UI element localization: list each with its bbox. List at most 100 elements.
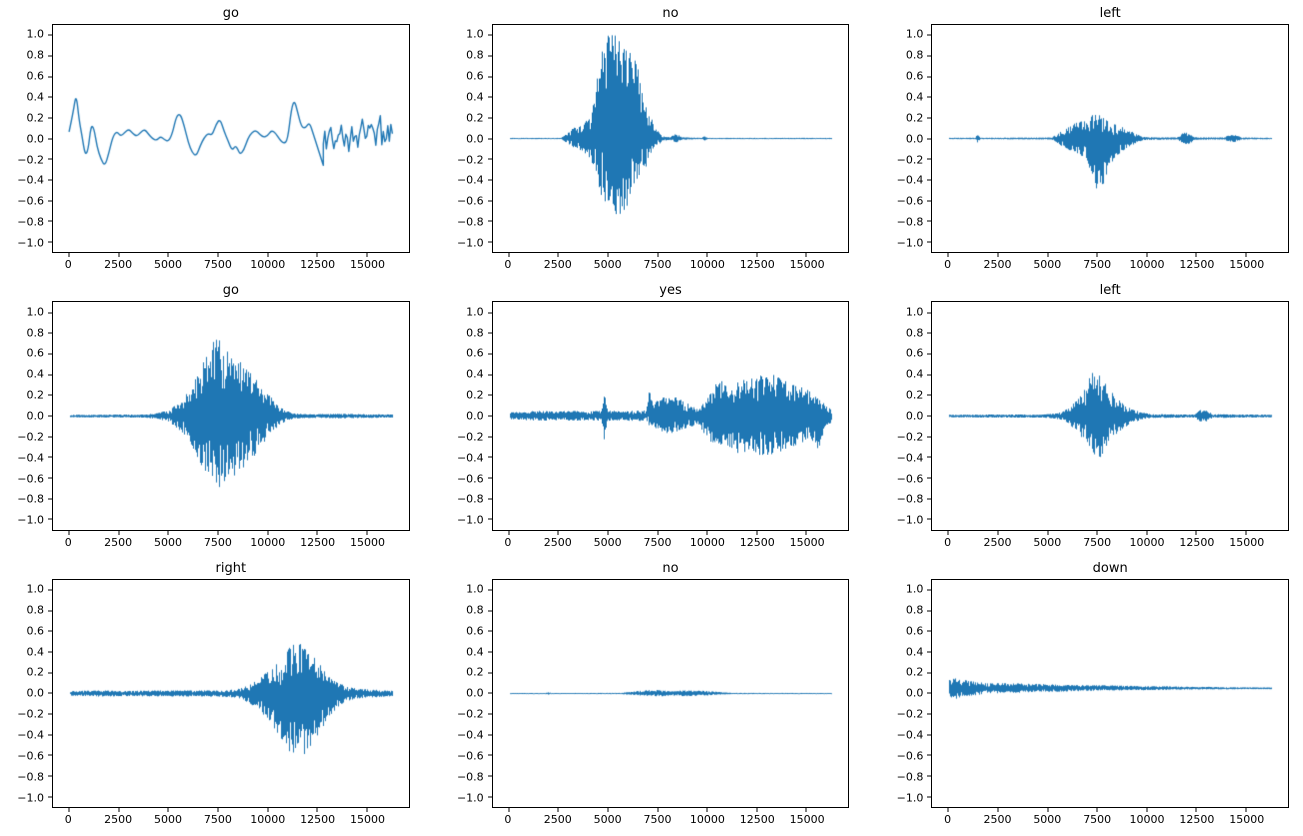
x-tick-mark	[557, 530, 559, 535]
y-tick-mark	[927, 200, 932, 202]
x-tick-mark	[756, 253, 758, 258]
subplot-7-no: no 1.0 0.8 0.6 0.4 0.2 0.0 −0.2 −0.4 −0.6 −0.8 −1.0…	[444, 559, 850, 830]
x-tick-mark	[706, 253, 708, 258]
y-tick-mark	[487, 96, 492, 98]
y-tick-label: −0.6	[896, 749, 924, 763]
y-tick-label: 0.4	[905, 367, 924, 381]
y-tick-mark	[927, 477, 932, 479]
y-tick-mark	[48, 456, 52, 458]
y-tick-mark	[487, 610, 492, 612]
y-tick-label: 0.4	[466, 367, 484, 381]
x-tick-label: 15000	[1229, 535, 1265, 549]
x-tick-label: 7500	[1083, 813, 1112, 826]
y-tick-label: 1.0	[26, 305, 45, 319]
x-tick-mark	[366, 253, 368, 258]
y-tick-mark	[48, 96, 52, 98]
x-axis-labels: 0 2500 5000 7500 10000 12500 15000	[492, 253, 850, 275]
x-tick-label: 10000	[250, 535, 286, 549]
y-tick-label: −0.4	[896, 728, 924, 742]
x-tick-label: 10000	[1129, 258, 1165, 272]
y-tick-mark	[487, 394, 492, 396]
x-tick-mark	[1146, 253, 1148, 258]
x-tick-mark	[217, 530, 219, 535]
y-tick-mark	[487, 34, 492, 36]
y-tick-mark	[487, 672, 492, 674]
y-tick-mark	[927, 436, 932, 438]
y-tick-mark	[487, 754, 492, 756]
y-tick-label: 0.2	[905, 111, 924, 125]
y-tick-mark	[48, 220, 52, 222]
y-tick-mark	[487, 179, 492, 181]
x-tick-label: 5000	[1033, 258, 1062, 272]
x-tick-mark	[607, 808, 609, 812]
y-tick-label: 0.0	[905, 132, 924, 146]
y-tick-label: 0.2	[466, 111, 484, 125]
subplot-title: go	[222, 6, 239, 21]
plot-area	[487, 24, 850, 258]
x-tick-label: 12500	[1179, 535, 1215, 549]
y-tick-label: 0.2	[466, 388, 484, 402]
x-tick-mark	[1047, 808, 1049, 812]
y-tick-mark	[927, 55, 932, 57]
x-tick-mark	[217, 808, 219, 812]
y-tick-label: 0.0	[905, 409, 924, 423]
x-tick-label: 7500	[643, 258, 672, 272]
x-tick-label: 2500	[543, 535, 572, 549]
y-tick-mark	[48, 332, 52, 334]
x-tick-mark	[657, 253, 659, 258]
subplot-title: left	[1099, 283, 1121, 299]
y-tick-label: −0.2	[456, 707, 484, 721]
y-tick-label: −1.0	[17, 236, 44, 250]
x-axis-labels: 0 2500 5000 7500 10000 12500 15000	[931, 253, 1289, 275]
y-axis-labels: 1.0 0.8 0.6 0.4 0.2 0.0 −0.2 −0.4 −0.6 −0.8 −1.0	[444, 579, 492, 808]
x-tick-label: 10000	[689, 258, 725, 272]
y-tick-label: −0.8	[896, 215, 924, 229]
x-tick-label: 15000	[1229, 813, 1265, 826]
y-tick-mark	[927, 651, 932, 653]
y-tick-label: −0.2	[896, 430, 924, 444]
y-tick-label: −0.4	[896, 173, 924, 187]
y-axis-labels: 1.0 0.8 0.6 0.4 0.2 0.0 −0.2 −0.4 −0.6 −0.8 −1.0	[883, 301, 931, 530]
x-tick-label: 0	[64, 813, 72, 826]
y-tick-mark	[927, 518, 932, 520]
y-tick-mark	[927, 374, 932, 376]
x-tick-mark	[68, 808, 70, 812]
axes: 1.0 0.8 0.6 0.4 0.2 0.0 −0.2 −0.4 −0.6 −0.8 −1.0	[444, 24, 850, 258]
y-tick-label: 1.0	[466, 582, 484, 596]
y-tick-mark	[48, 672, 52, 674]
y-tick-mark	[927, 610, 932, 612]
y-tick-mark	[48, 610, 52, 612]
x-tick-mark	[1047, 253, 1049, 258]
y-tick-mark	[927, 241, 932, 243]
y-tick-mark	[48, 353, 52, 355]
x-tick-mark	[1096, 808, 1098, 812]
y-tick-mark	[48, 158, 52, 160]
y-tick-label: −0.8	[896, 492, 924, 506]
x-tick-label: 10000	[1129, 813, 1165, 826]
x-tick-label: 15000	[1229, 258, 1265, 272]
y-tick-mark	[48, 692, 52, 694]
x-axis-labels: 0 2500 5000 7500 10000 12500 15000	[492, 531, 850, 553]
x-tick-label: 7500	[1083, 258, 1112, 272]
x-tick-label: 12500	[739, 813, 775, 826]
subplot-title: left	[1099, 6, 1121, 21]
y-tick-label: −0.8	[896, 770, 924, 784]
x-tick-label: 15000	[349, 258, 385, 272]
x-tick-mark	[366, 808, 368, 812]
y-tick-label: −1.0	[456, 513, 484, 527]
subplot-5-left: left 1.0 0.8 0.6 0.4 0.2 0.0 −0.2 −0.4 −0.6 −0.8 −1…	[883, 281, 1289, 552]
y-tick-mark	[487, 734, 492, 736]
x-tick-mark	[1195, 253, 1197, 258]
x-tick-mark	[1146, 808, 1148, 812]
x-tick-label: 2500	[983, 535, 1012, 549]
y-tick-mark	[487, 117, 492, 119]
x-tick-mark	[805, 530, 807, 535]
y-tick-mark	[487, 353, 492, 355]
x-tick-label: 15000	[349, 535, 385, 549]
y-tick-mark	[48, 518, 52, 520]
y-tick-label: −1.0	[17, 513, 44, 527]
x-tick-mark	[267, 808, 269, 812]
y-tick-label: −0.8	[17, 770, 44, 784]
y-tick-label: 0.6	[26, 69, 45, 83]
waveform-canvas	[53, 579, 409, 807]
